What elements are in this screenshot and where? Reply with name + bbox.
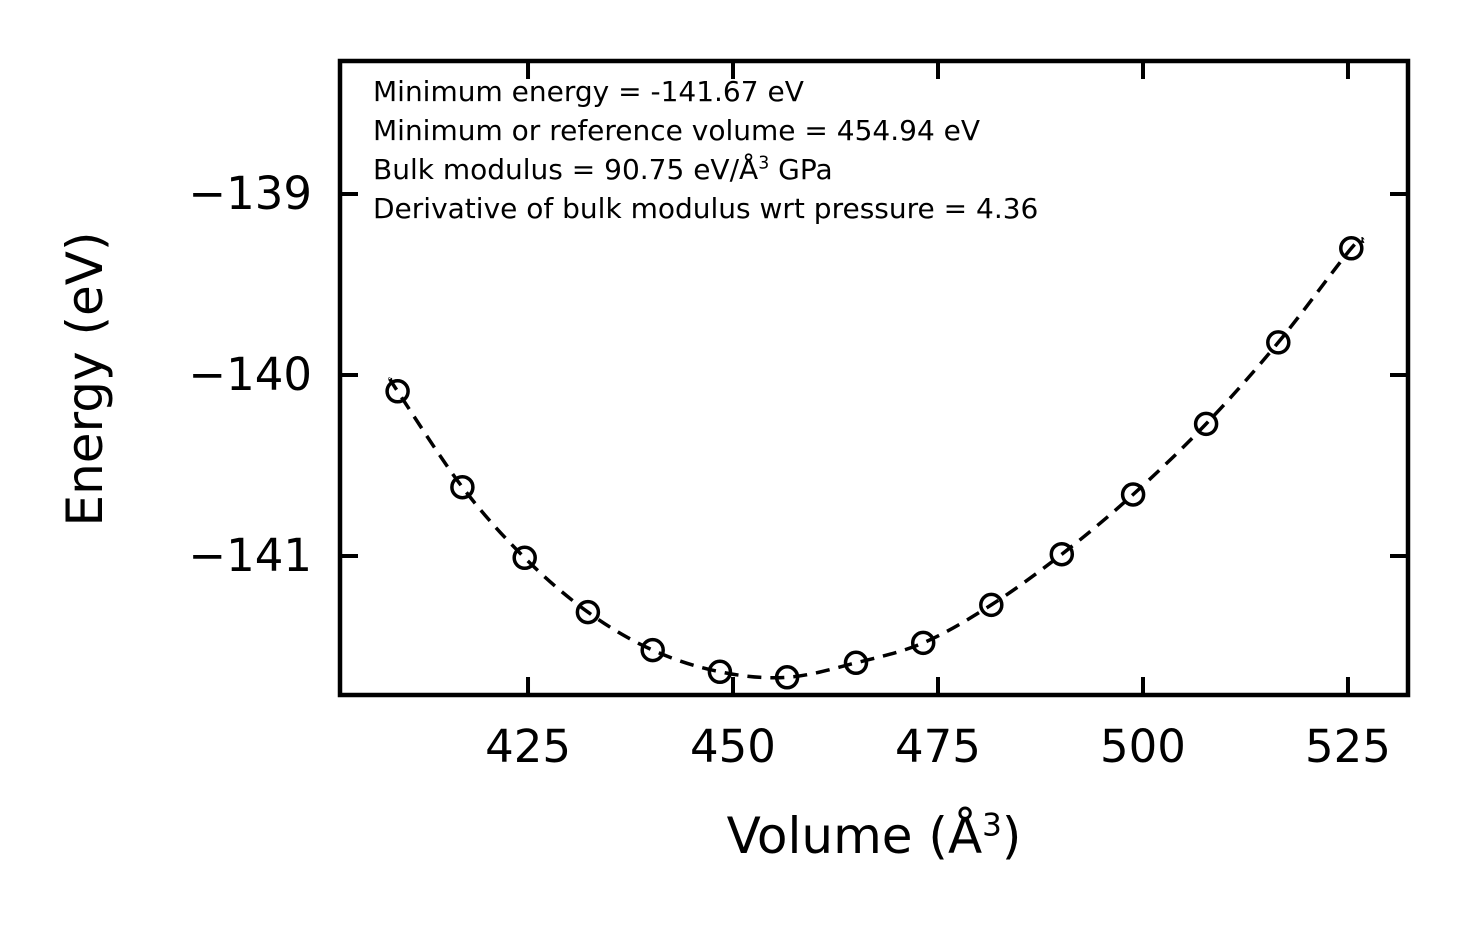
y-tick-label: −140	[188, 348, 312, 401]
data-point-marker	[979, 592, 1004, 618]
x-tick-label: 500	[1100, 720, 1186, 773]
bulk-modulus-unit-suffix: GPa	[769, 153, 833, 186]
data-point-marker	[1266, 330, 1291, 355]
y-tick-label: −141	[188, 529, 312, 582]
x-axis-label-superscript: 3	[982, 807, 1002, 844]
x-axis-label-text: Volume (Å	[726, 807, 983, 865]
fit-results-annotation: Minimum energy = -141.67 eV Minimum or r…	[373, 72, 1038, 228]
x-tick-label: 525	[1305, 720, 1391, 773]
data-point-marker	[385, 379, 410, 404]
data-point-marker	[450, 474, 475, 500]
data-point-marker	[512, 545, 537, 571]
x-tick-label: 425	[485, 720, 571, 773]
annotation-bulk-modulus: Bulk modulus = 90.75 eV/Å3 GPa	[373, 150, 1038, 189]
y-tick-label: −139	[188, 167, 312, 221]
data-point-marker	[774, 665, 800, 690]
x-axis-label: Volume (Å3)	[574, 808, 1174, 864]
x-axis-label-suffix: )	[1001, 807, 1022, 865]
annotation-min-energy: Minimum energy = -141.67 eV	[373, 75, 804, 108]
axes-frame	[337, 58, 1411, 698]
data-point-marker	[640, 637, 665, 663]
x-tick-label: 475	[895, 720, 981, 773]
data-point-marker	[1120, 482, 1146, 507]
eos-fit-curve	[388, 237, 1365, 680]
annotation-bulk-modulus-derivative: Derivative of bulk modulus wrt pressure …	[373, 192, 1039, 225]
data-point-marker	[1049, 541, 1075, 567]
bulk-modulus-text: Bulk modulus = 90.75 eV/Å	[373, 153, 759, 186]
data-point-marker	[1193, 411, 1219, 437]
annotation-min-volume: Minimum or reference volume = 454.94 eV	[373, 114, 981, 147]
data-point-marker	[707, 659, 733, 685]
data-point-marker	[1339, 236, 1364, 261]
data-point-marker	[843, 650, 869, 676]
bulk-modulus-superscript: 3	[758, 153, 770, 174]
data-point-marker	[575, 599, 601, 625]
data-point-marker	[910, 630, 936, 656]
x-tick-label: 450	[690, 720, 776, 773]
